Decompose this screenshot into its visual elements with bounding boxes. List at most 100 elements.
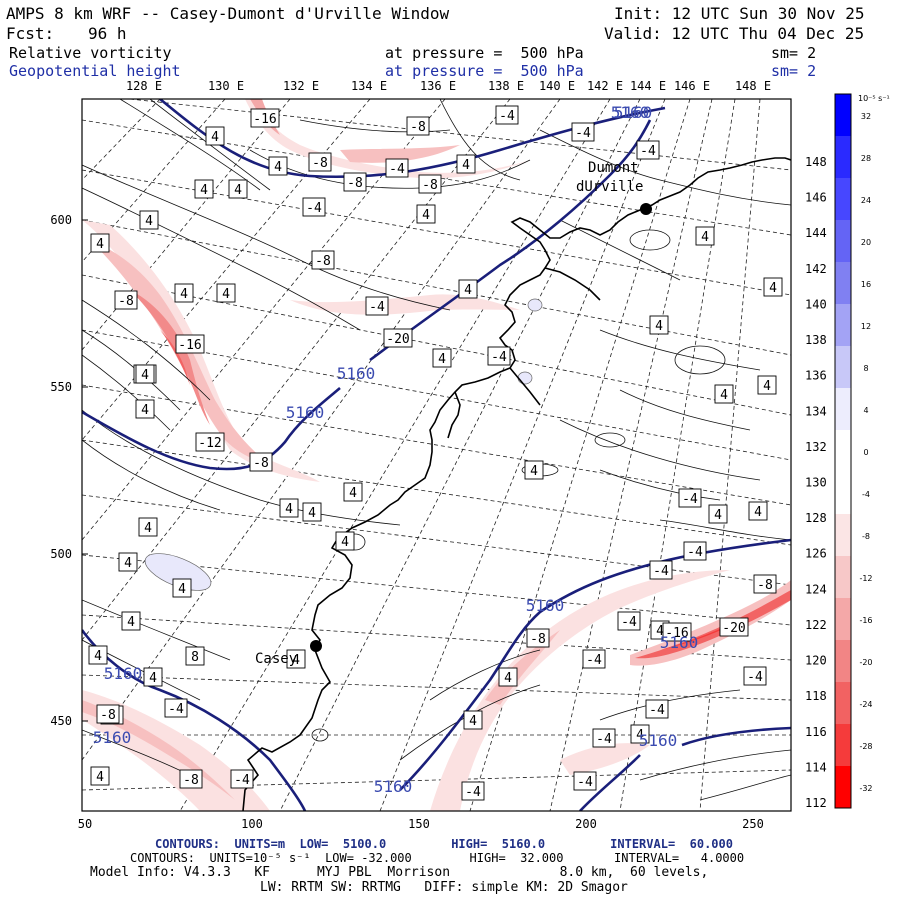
x-axis-tick-label: 250	[742, 817, 764, 831]
svg-text:4: 4	[96, 770, 104, 785]
vorticity-value-label: -4	[230, 769, 254, 789]
x-axis: 50 100 150 200 250	[78, 817, 764, 831]
y-axis: 600 550 500 450	[50, 213, 88, 728]
vorticity-value-label: 4	[138, 517, 158, 537]
svg-text:8: 8	[191, 650, 199, 665]
latitude-label: 136 E	[805, 369, 841, 383]
colorbar-unit: 10⁻⁵ s⁻¹	[858, 94, 890, 103]
physics-info: LW: RRTM SW: RRTMG DIFF: simple KM: 2D S…	[260, 880, 628, 895]
latitude-label: 126 E	[805, 547, 841, 561]
height-value-label: 5160	[611, 103, 650, 122]
svg-text:-16: -16	[178, 338, 201, 353]
svg-text:4: 4	[701, 230, 709, 245]
colorbar-swatch	[835, 640, 851, 683]
longitude-label: 138 E	[488, 79, 524, 93]
colorbar-tick-label: 32	[861, 112, 871, 121]
svg-text:4: 4	[222, 287, 230, 302]
svg-text:4: 4	[211, 130, 219, 145]
vorticity-value-label: 4	[286, 649, 306, 669]
vorticity-value-label: 4	[279, 498, 299, 518]
vorticity-value-label: 4	[90, 766, 110, 786]
vorticity-value-label: -8	[311, 250, 335, 270]
svg-text:-16: -16	[665, 626, 688, 641]
vorticity-value-label: 4	[174, 283, 194, 303]
init-time: Init: 12 UTC Sun 30 Nov 25	[614, 4, 865, 23]
vorticity-value-label: -4	[743, 666, 767, 686]
svg-text:-8: -8	[530, 632, 546, 647]
height-value-label: 5160	[614, 103, 653, 122]
y-axis-tick-label: 550	[50, 380, 72, 394]
svg-text:4: 4	[636, 728, 644, 743]
svg-text:-16: -16	[253, 112, 276, 127]
svg-text:-4: -4	[596, 732, 612, 747]
valid-time: Valid: 12 UTC Thu 04 Dec 25	[604, 24, 865, 43]
svg-text:4: 4	[464, 283, 472, 298]
vorticity-value-label: -20	[383, 328, 413, 348]
svg-text:4: 4	[94, 649, 102, 664]
colorbar-swatch	[835, 472, 851, 515]
colorbar-swatch	[835, 220, 851, 263]
vorticity-value-label: -16	[175, 334, 205, 354]
field2-name: Geopotential height	[9, 62, 181, 80]
vorticity-value-label: 4	[194, 179, 214, 199]
colorbar-tick-label: 0	[863, 448, 868, 457]
latitude-label: 148 E	[805, 155, 841, 169]
svg-text:4: 4	[438, 352, 446, 367]
vorticity-labels: -16 -8 -4 -4 -4 4 4 -8 -8 -4 -8 4 4 4 -4 4 4 4 -8 4 -8 4 -16 -4…	[88, 105, 783, 801]
svg-text:4: 4	[200, 183, 208, 198]
colorbar: 32 28 24 20 16 12 8 4 0 -4 -8 -12 -16 -20 -24 -28 -32	[834, 93, 873, 809]
colorbar-swatch	[835, 346, 851, 389]
vorticity-value-label: 4	[228, 179, 248, 199]
latitude-label: 132 E	[805, 440, 841, 454]
vorticity-value-label: 4	[172, 578, 192, 598]
colorbar-tick-label: -24	[859, 700, 872, 709]
svg-text:-4: -4	[621, 615, 637, 630]
vorticity-value-label: -8	[406, 116, 430, 136]
plot-frame	[81, 98, 792, 812]
y-axis-tick-label: 600	[50, 213, 72, 227]
svg-text:4: 4	[504, 671, 512, 686]
latitude-label: 144 E	[805, 226, 841, 240]
vorticity-value-label: -4	[573, 771, 597, 791]
height-value-label: 5160	[93, 728, 132, 747]
x-axis-tick-label: 50	[78, 817, 92, 831]
vorticity-value-label: -4	[487, 346, 511, 366]
vorticity-value-label: 4	[757, 375, 777, 395]
vorticity-value-label: -4	[636, 140, 660, 160]
svg-text:4: 4	[349, 486, 357, 501]
latitude-label: 138 E	[805, 333, 841, 347]
colorbar-swatch	[835, 514, 851, 557]
svg-text:4: 4	[149, 671, 157, 686]
vorticity-value-label: -4	[302, 197, 326, 217]
svg-text:4: 4	[769, 281, 777, 296]
svg-text:-4: -4	[491, 350, 507, 365]
svg-text:4: 4	[285, 502, 293, 517]
vorticity-value-label: -12	[195, 432, 225, 452]
longitude-label: 136 E	[420, 79, 456, 93]
svg-text:-4: -4	[577, 775, 593, 790]
height-value-label: 5160	[104, 664, 143, 683]
latitude-label: 120 E	[805, 654, 841, 668]
svg-text:-8: -8	[183, 773, 199, 788]
forecast-label: Fcst:	[6, 24, 55, 43]
svg-text:-8: -8	[312, 156, 328, 171]
longitude-label: 128 E	[126, 79, 162, 93]
longitude-label: 148 E	[735, 79, 771, 93]
svg-text:4: 4	[180, 287, 188, 302]
casey-station-marker	[310, 640, 322, 652]
vorticity-value-label: -8	[343, 172, 367, 192]
vorticity-value-label: -4	[571, 122, 595, 142]
svg-text:4: 4	[530, 464, 538, 479]
vorticity-value-label: -16	[662, 622, 692, 642]
vorticity-value-label: 4	[630, 724, 650, 744]
vorticity-value-label: -8	[753, 574, 777, 594]
svg-text:4: 4	[763, 379, 771, 394]
colorbar-swatch	[835, 598, 851, 641]
vorticity-value-label: -8	[418, 174, 442, 194]
vorticity-value-label: 4	[216, 283, 236, 303]
svg-text:4: 4	[469, 714, 477, 729]
svg-text:-8: -8	[347, 176, 363, 191]
vorticity-value-label: -4	[164, 698, 188, 718]
svg-text:4: 4	[274, 160, 282, 175]
